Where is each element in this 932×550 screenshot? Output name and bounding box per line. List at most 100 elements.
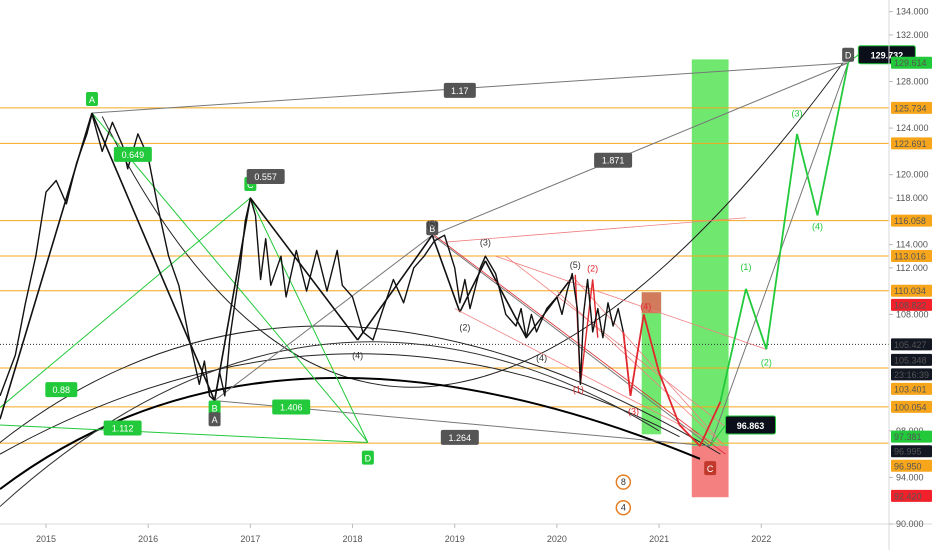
price-badge-label: 113.016 [894,251,926,261]
wave-label: (4) [536,353,547,363]
price-badge-label: 97.381 [894,432,922,442]
pattern-line [579,279,594,385]
ratio-label: 0.88 [53,385,71,395]
pattern-line [249,197,369,443]
y-tick-label: 134.000 [896,7,929,17]
y-tick-label: 114.000 [896,240,928,250]
zone-layer [641,59,729,498]
wave-label: (1) [740,262,751,272]
pattern-line [0,197,251,408]
y-tick-label: 112.000 [896,263,928,273]
ratio-label: 1.264 [449,433,472,443]
pattern-line [591,279,599,338]
pattern-line [91,112,369,443]
pattern-line [525,276,573,339]
projection-segment [699,401,722,447]
price-badge [891,338,932,351]
x-tick-label: 2020 [547,534,567,544]
callout-label: 129.732 [871,51,904,61]
ratio-label: 0.649 [122,150,145,160]
ratio-label-box [594,152,633,168]
callout-connector [709,424,726,447]
wave-label: (2) [587,263,598,273]
pattern-line [505,255,731,432]
price-badge [891,430,932,443]
wave-label: (4) [640,302,651,312]
pattern-line [356,234,433,341]
ratio-label-box [440,429,479,445]
x-tick-label: 2017 [240,534,260,544]
price-line [0,113,624,402]
wave-label: (3) [480,238,491,248]
level-lines-layer [0,107,889,444]
price-badge-label: 100.054 [894,402,927,412]
ratio-label-box [103,420,142,436]
price-badge-label: 129.614 [894,58,927,68]
price-badge [891,489,932,502]
wave-label: (5) [427,219,438,229]
price-badge-label: 108.822 [894,300,927,310]
ratio-label: 1.871 [602,156,625,166]
projection-segment [816,62,850,216]
price-badge-label: 105.348 [894,355,927,365]
point-label-box [842,47,855,62]
ratio-label-box [45,382,78,398]
price-badge [891,249,932,262]
price-badge-label: 125.734 [894,103,927,113]
watermark-label: 8 [621,477,626,487]
watermark-label: 4 [621,503,626,513]
y-tick-label: 108.000 [896,309,929,319]
arc-curve [0,325,721,455]
wave-label: (1) [573,384,584,394]
pattern-lines-layer [0,62,849,455]
wave-label: (3) [792,108,803,118]
y-tick-label: 118.000 [896,193,928,203]
x-tick-label: 2021 [649,534,669,544]
ratio-label: 0.557 [254,172,277,182]
price-badge-label: 105.427 [894,340,927,350]
point-label: B [212,404,218,414]
chart-background [0,0,890,525]
pattern-line [214,234,433,401]
zone-box [691,59,729,446]
point-label-box [208,400,221,415]
price-badge [891,400,932,413]
y-tick-label: 132.000 [896,30,929,40]
projection-segment [796,133,819,216]
price-badges-layer: 129.614 125.734 122.691 116.058 113.016 110.0… [891,56,932,502]
ratio-label-box [246,168,285,184]
point-label-box [704,461,717,476]
price-badge [891,382,932,395]
x-tick-label: 2019 [445,534,465,544]
y-tick-label: 94.000 [896,472,924,482]
price-badge-label: 116.058 [894,216,926,226]
projection-segment [642,314,660,373]
x-tick-label: 2015 [36,534,56,544]
price-badge [891,459,932,472]
point-label: D [365,454,372,464]
price-badge-label: 96.950 [894,461,922,471]
price-badge-label: 103.401 [894,384,927,394]
pattern-line [459,260,487,313]
projection-segment [765,133,798,350]
price-badge [891,284,932,297]
annotation-layer: ABCDABCD1.171.8710.5571.2640.6490.881.40… [45,45,916,516]
ratio-label-box [443,82,476,98]
projection-segment [658,372,681,426]
point-label: C [707,464,714,474]
pattern-line [432,62,849,236]
price-badge-label: 23:16:39 [894,370,929,380]
y-tick-label: 90.000 [896,519,924,529]
point-label-box [361,450,374,465]
pattern-line [571,275,726,448]
x-tick-label: 2018 [343,534,363,544]
pattern-line [431,234,711,447]
pattern-line [91,112,216,401]
pattern-line [444,217,746,243]
x-tick-label: 2022 [751,534,771,544]
arc-curve [0,341,660,507]
y-tick-label: 128.000 [896,77,929,87]
projection-segment [622,331,632,397]
watermark-icon [615,474,632,490]
